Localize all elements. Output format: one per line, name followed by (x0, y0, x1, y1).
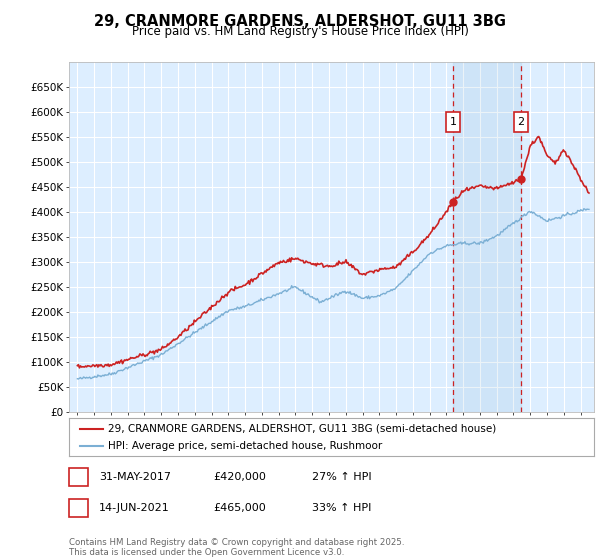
Text: 31-MAY-2017: 31-MAY-2017 (99, 472, 171, 482)
Text: £420,000: £420,000 (213, 472, 266, 482)
Text: 14-JUN-2021: 14-JUN-2021 (99, 503, 170, 513)
Text: 2: 2 (75, 503, 82, 513)
Text: 1: 1 (450, 116, 457, 127)
Text: 29, CRANMORE GARDENS, ALDERSHOT, GU11 3BG (semi-detached house): 29, CRANMORE GARDENS, ALDERSHOT, GU11 3B… (109, 424, 497, 434)
Text: 1: 1 (75, 472, 82, 482)
Text: Contains HM Land Registry data © Crown copyright and database right 2025.
This d: Contains HM Land Registry data © Crown c… (69, 538, 404, 557)
Text: 29, CRANMORE GARDENS, ALDERSHOT, GU11 3BG: 29, CRANMORE GARDENS, ALDERSHOT, GU11 3B… (94, 14, 506, 29)
Text: Price paid vs. HM Land Registry's House Price Index (HPI): Price paid vs. HM Land Registry's House … (131, 25, 469, 38)
Text: £465,000: £465,000 (213, 503, 266, 513)
Text: HPI: Average price, semi-detached house, Rushmoor: HPI: Average price, semi-detached house,… (109, 441, 383, 451)
Bar (446, 111, 460, 132)
Text: 33% ↑ HPI: 33% ↑ HPI (312, 503, 371, 513)
Bar (453, 62, 521, 412)
Text: 2: 2 (517, 116, 524, 127)
Text: 27% ↑ HPI: 27% ↑ HPI (312, 472, 371, 482)
Bar (514, 111, 528, 132)
